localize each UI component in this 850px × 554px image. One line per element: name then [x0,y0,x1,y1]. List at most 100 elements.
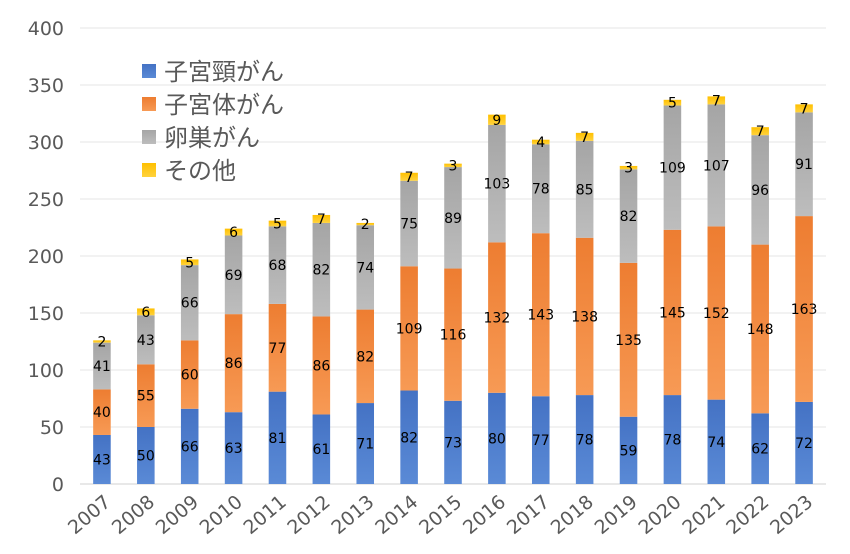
data-label: 132 [484,311,511,327]
bar-segment [444,400,462,484]
data-label: 152 [703,306,730,322]
bar-segment [444,163,462,168]
bar-segment [400,390,418,484]
bar-segment [531,144,550,234]
legend-swatch [142,163,156,177]
data-label: 82 [356,349,374,365]
bar-segment [93,342,111,390]
x-tick-label: 2011 [239,491,290,539]
y-tick-label: 250 [28,189,64,211]
data-label: 135 [615,333,642,349]
data-label: 3 [449,158,458,174]
bar-segment [137,427,155,484]
data-label: 85 [576,182,594,198]
x-tick-label: 2010 [196,491,247,539]
data-label: 75 [400,217,418,233]
bar-segment [663,395,682,484]
x-tick-label: 2014 [371,491,422,539]
bar-segment [795,112,813,217]
x-tick-label: 2019 [591,491,642,539]
y-axis: 0 50 100 150 200 250 300 350 400 [28,18,64,496]
data-label: 43 [137,333,155,349]
x-tick-label: 2018 [547,491,598,539]
bar-segment [180,259,199,266]
data-label: 7 [317,212,326,228]
bar-segment [575,132,594,141]
legend-swatch [142,64,156,78]
bar-segment [444,268,462,401]
data-label: 82 [620,209,638,225]
bar-segment [707,226,726,400]
y-tick-label: 50 [40,417,64,439]
data-label: 66 [181,296,199,312]
data-label: 78 [663,433,681,449]
bar-segment [488,114,506,125]
data-label: 77 [269,341,287,357]
data-label: 138 [571,309,598,325]
x-tick-label: 2008 [108,491,159,539]
bar-segment [137,364,155,427]
bar-segment [619,262,638,417]
y-tick-label: 400 [28,18,64,40]
bar-segment [531,139,550,145]
legend-label: 子宮頸がん [164,58,284,86]
data-label: 86 [225,356,243,372]
data-label: 40 [93,405,111,421]
data-label: 43 [93,452,111,468]
data-label: 103 [484,177,511,193]
bar-segment [751,127,769,136]
data-label: 3 [624,161,633,177]
bar-segment [180,265,199,341]
data-label: 6 [229,225,238,241]
x-tick-label: 2023 [766,491,817,539]
data-label: 74 [707,435,725,451]
y-tick-label: 150 [28,303,64,325]
bar-segment [707,96,726,105]
bar-segment [795,401,813,484]
bar-segment [312,214,331,223]
bar-segment [751,413,769,484]
bar-segment [180,340,199,409]
data-label: 2 [97,335,106,351]
data-label: 68 [269,258,287,274]
data-label: 77 [532,433,550,449]
bar-segment [751,244,769,414]
data-label: 7 [712,93,721,109]
data-label: 143 [527,308,554,324]
bar-segment [488,124,506,243]
bar-segment [707,104,726,227]
data-labels: 4340412505543666606656386696817768561868… [93,93,817,468]
bar-segment [268,220,287,227]
bar-segment [137,315,155,365]
bar-segment [575,140,594,238]
data-label: 6 [141,305,150,321]
data-label: 116 [440,328,467,344]
bar-segment [93,340,111,343]
data-label: 82 [312,263,330,279]
bar-segment [268,391,287,484]
x-tick-label: 2017 [503,491,554,539]
bar-segment [619,169,638,263]
bar-segment [663,105,682,230]
bar-segment [93,434,111,484]
bar-segment [224,412,243,484]
legend-swatch [142,97,156,111]
data-label: 41 [93,359,111,375]
bars [93,96,813,484]
legend-label: 卵巣がん [164,124,260,152]
bar-segment [137,308,155,316]
data-label: 69 [225,268,243,284]
bar-segment [795,216,813,402]
data-label: 66 [181,439,199,455]
data-label: 107 [703,158,730,174]
bar-segment [619,165,638,170]
bar-segment [312,222,331,317]
bar-segment [795,104,813,113]
data-label: 109 [659,161,686,177]
x-tick-label: 2020 [634,491,685,539]
bar-segment [575,395,594,484]
bar-segment [444,167,462,269]
x-tick-label: 2022 [722,491,773,539]
